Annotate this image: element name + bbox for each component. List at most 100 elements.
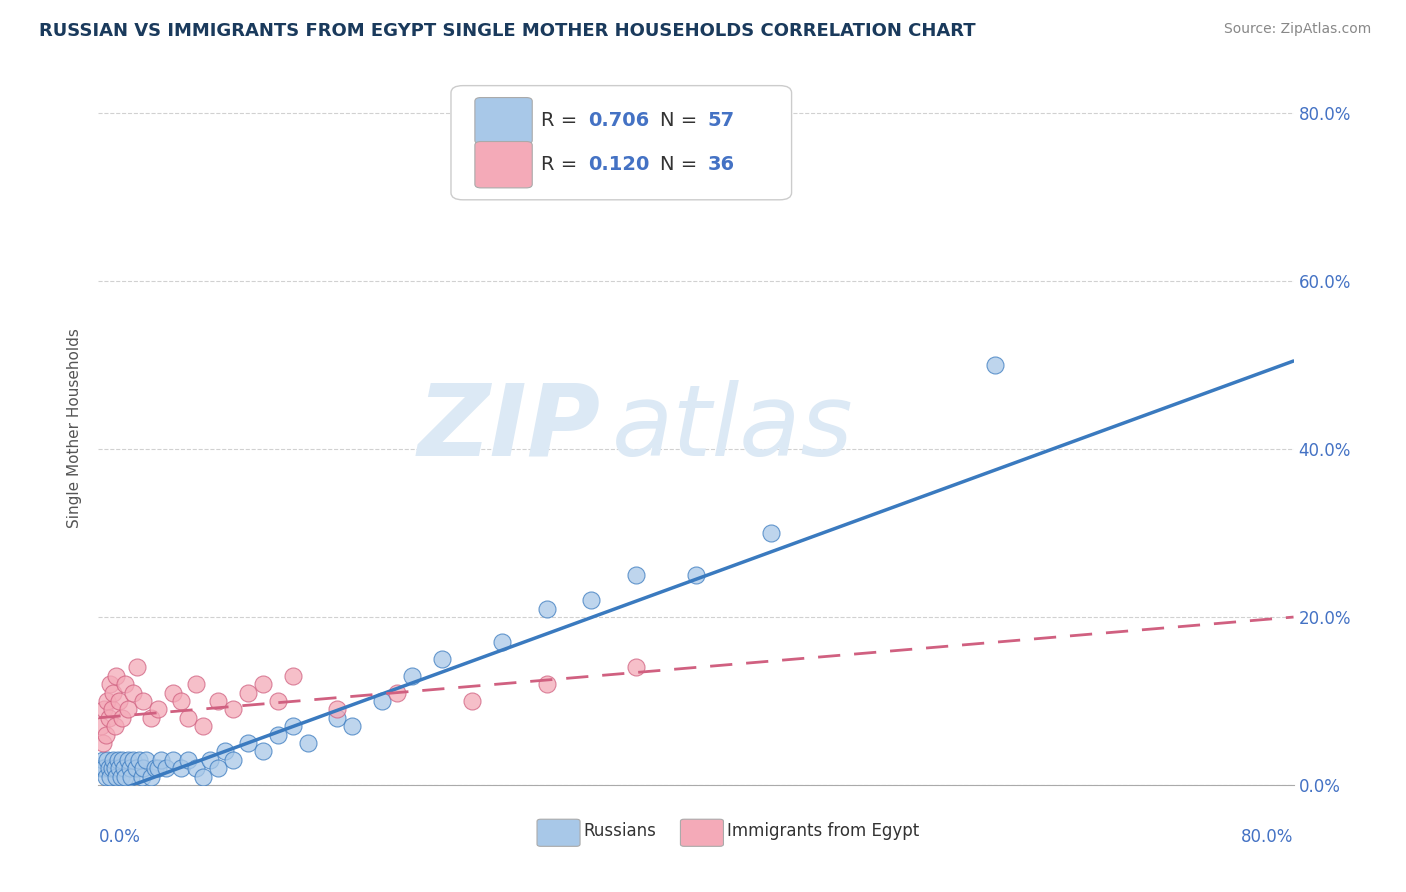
Point [214,744,236,758]
Text: Russians: Russians [583,822,657,840]
FancyBboxPatch shape [451,86,792,200]
Text: RUSSIAN VS IMMIGRANTS FROM EGYPT SINGLE MOTHER HOUSEHOLDS CORRELATION CHART: RUSSIAN VS IMMIGRANTS FROM EGYPT SINGLE … [39,22,976,40]
Point [685,568,707,582]
Text: 0.120: 0.120 [589,155,650,174]
Point [120,770,142,784]
Point [127,660,149,674]
Point [139,770,162,784]
Point [94,728,117,742]
Point [281,669,304,683]
Point [252,744,274,758]
Point [98,677,122,691]
FancyBboxPatch shape [681,819,724,847]
Point [626,660,648,674]
Point [169,694,191,708]
Point [114,770,136,784]
Point [139,711,162,725]
Point [191,719,214,733]
Point [128,753,150,767]
Point [103,685,125,699]
Point [111,753,134,767]
Point [191,770,214,784]
Point [110,770,132,784]
Y-axis label: Single Mother Households: Single Mother Households [67,328,83,528]
Point [132,694,155,708]
Point [155,761,177,775]
Point [121,753,143,767]
Point [103,753,125,767]
Point [461,694,484,708]
Text: Immigrants from Egypt: Immigrants from Egypt [727,822,920,840]
Text: Source: ZipAtlas.com: Source: ZipAtlas.com [1223,22,1371,37]
Text: 0.0%: 0.0% [98,828,141,846]
FancyBboxPatch shape [475,142,533,188]
Point [101,761,124,775]
Text: N =: N = [661,155,703,174]
Point [177,753,200,767]
Point [93,702,115,716]
Point [401,669,423,683]
Point [326,702,349,716]
FancyBboxPatch shape [475,97,533,144]
Point [184,761,207,775]
Point [93,761,115,775]
Point [148,761,170,775]
Point [207,761,229,775]
Point [236,685,259,699]
Point [162,685,184,699]
Text: atlas: atlas [613,380,853,476]
Point [143,761,166,775]
Point [125,761,148,775]
Point [236,736,259,750]
Point [491,635,513,649]
Text: 0.706: 0.706 [589,112,650,130]
Point [96,694,118,708]
Point [169,761,191,775]
Point [150,753,173,767]
Point [267,728,290,742]
Point [112,761,135,775]
Point [342,719,364,733]
Point [105,770,128,784]
Point [222,702,245,716]
Point [536,677,558,691]
Point [97,761,120,775]
Point [162,753,184,767]
Point [207,694,229,708]
Point [121,685,143,699]
Text: R =: R = [541,112,583,130]
Point [117,753,139,767]
Point [105,669,128,683]
Point [200,753,222,767]
Point [98,770,122,784]
Point [297,736,319,750]
Point [90,719,112,733]
Point [371,694,394,708]
Point [385,685,409,699]
Point [984,358,1007,372]
Point [267,694,290,708]
Point [91,736,114,750]
Point [111,711,134,725]
Text: N =: N = [661,112,703,130]
Point [177,711,200,725]
Text: ZIP: ZIP [418,380,600,476]
Text: R =: R = [541,155,583,174]
Point [626,568,648,582]
Point [148,702,170,716]
Point [117,702,139,716]
Text: 36: 36 [709,155,735,174]
Point [114,677,136,691]
Point [90,761,112,775]
Point [91,753,114,767]
FancyBboxPatch shape [537,819,581,847]
Point [326,711,349,725]
Point [222,753,245,767]
Point [108,761,131,775]
Point [184,677,207,691]
Point [108,694,131,708]
Point [131,770,153,784]
Point [135,753,157,767]
Point [581,593,603,607]
Point [104,761,127,775]
